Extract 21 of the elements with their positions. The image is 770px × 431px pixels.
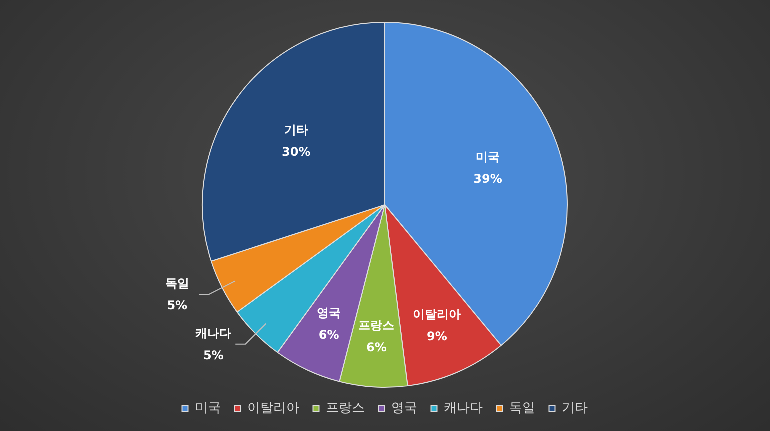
slice-label: 프랑스 [358,318,395,332]
legend-label: 미국 [194,400,221,416]
slice-label: 기타 [284,122,308,137]
data-label: 9% [427,330,448,344]
slice-label: 독일 [165,276,190,291]
legend-label: 이탈리아 [247,400,300,416]
legend-label: 기타 [562,400,588,416]
data-label: 6% [318,328,340,342]
data-label: 39% [474,172,502,186]
legend-label: 독일 [509,400,536,416]
data-label: 6% [366,340,387,354]
legend-label: 프랑스 [326,400,365,416]
slice-label: 캐나다 [194,326,232,340]
slice-label: 영국 [317,306,342,320]
data-label: 5% [167,298,188,313]
data-label: 30% [282,144,311,159]
legend-label: 캐나다 [444,400,483,416]
data-label: 5% [203,348,224,362]
slice-label: 미국 [476,150,500,164]
legend-label: 영국 [391,400,418,416]
slice-label: 이탈리아 [413,308,462,322]
